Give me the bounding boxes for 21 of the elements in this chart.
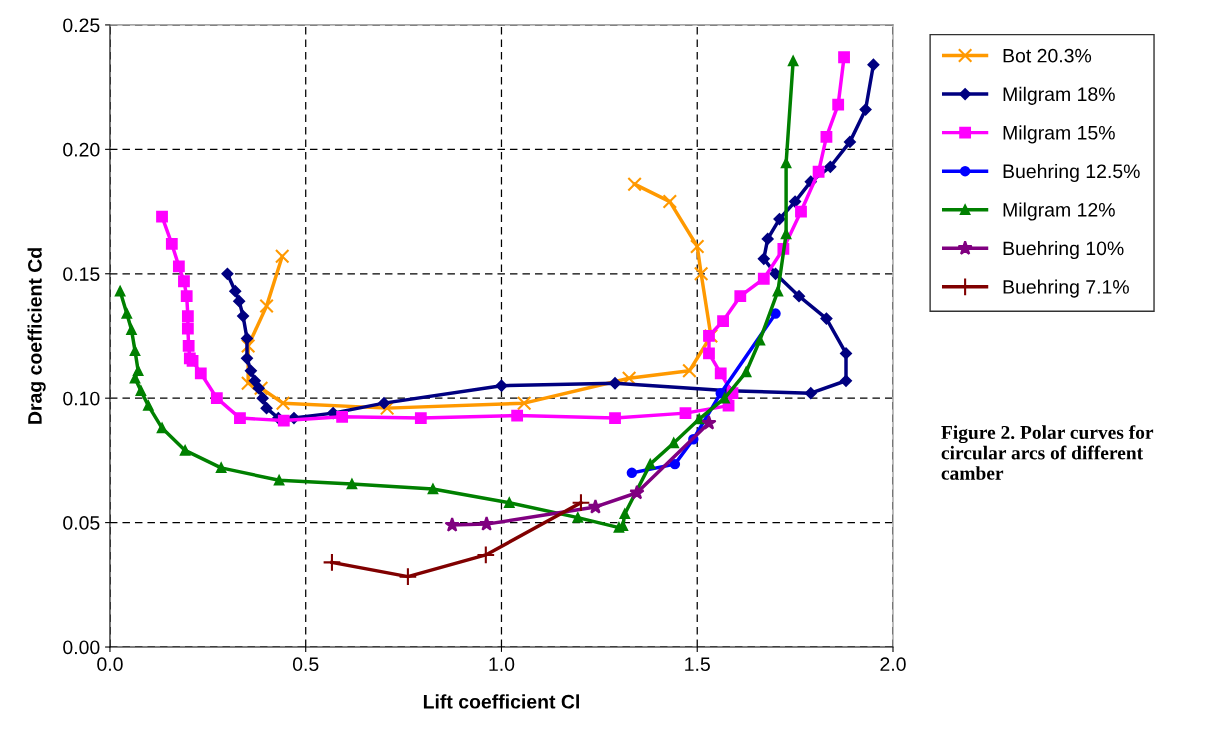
x-tick-label: 1.5: [685, 657, 710, 672]
x-tick-label: 0.5: [292, 657, 319, 672]
y-tick-label: 0.20: [63, 142, 100, 157]
x-tick-label: 2.0: [880, 657, 906, 672]
y-tick-label: 0.00: [63, 640, 100, 655]
y-tick-label: 0.10: [63, 391, 100, 406]
legend-label: Buehring 10%: [1003, 240, 1124, 260]
legend-label: Milgram 18%: [1003, 86, 1115, 105]
y-tick-label: 0.15: [63, 267, 100, 281]
legend-label: Milgram 15%: [1003, 125, 1115, 144]
y-tick-label: 0.05: [63, 516, 100, 530]
legend-label: Buehring 12.5%: [1003, 163, 1140, 183]
legend-label: Milgram 12%: [1003, 202, 1115, 221]
legend-label: Bot 20.3%: [1003, 48, 1092, 63]
x-axis-title: Lift coefficient Cl: [423, 694, 579, 709]
caption: Figure 2. Polar curves for circular arcs of different camber: [941, 425, 1154, 480]
y-tick-label: 0.25: [63, 18, 100, 33]
x-tick-label: 0.0: [97, 657, 123, 672]
y-axis-title: Drag coefficient Cd: [27, 248, 46, 424]
legend-label: Buehring 7.1%: [1003, 279, 1129, 298]
x-tick-label: 1.0: [489, 657, 515, 672]
